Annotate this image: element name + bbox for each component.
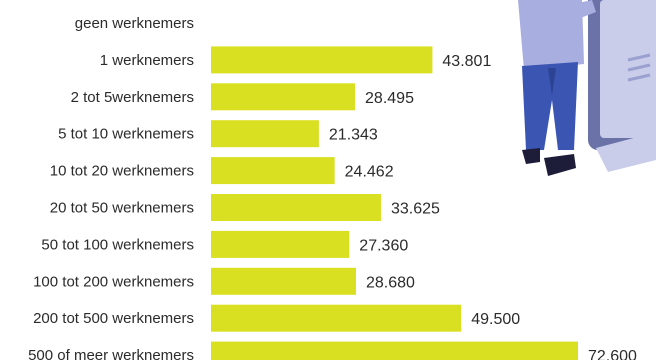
value-label: 33.625 (391, 201, 440, 218)
value-label: 24.462 (345, 164, 394, 181)
value-label: 28.495 (365, 90, 414, 107)
category-label: geen werknemers (75, 15, 194, 32)
category-label: 200 tot 500 werknemers (33, 310, 194, 327)
bar (211, 83, 356, 111)
value-label: 72.600 (588, 348, 637, 360)
bar (211, 341, 578, 360)
category-label: 1 werknemers (100, 52, 194, 69)
person-with-tablet-illustration (518, 0, 656, 176)
value-label: 27.360 (359, 237, 408, 254)
category-label: 20 tot 50 werknemers (50, 200, 194, 217)
category-label: 50 tot 100 werknemers (41, 236, 194, 253)
bar (211, 120, 319, 148)
value-label: 28.680 (366, 274, 415, 291)
value-label: 49.500 (471, 311, 520, 328)
value-label: 43.801 (442, 53, 491, 70)
bar (211, 304, 462, 332)
value-label: 21.343 (329, 127, 378, 144)
category-label: 10 tot 20 werknemers (50, 163, 194, 180)
bar (211, 157, 335, 185)
bar (211, 194, 381, 221)
category-label: 2 tot 5werknemers (71, 89, 194, 106)
tablet-device (588, 0, 656, 172)
category-label: 100 tot 200 werknemers (33, 273, 194, 290)
bar (211, 46, 433, 74)
bar (211, 267, 356, 295)
bar (211, 230, 350, 258)
person-figure (518, 0, 596, 176)
category-label: 5 tot 10 werknemers (58, 126, 194, 143)
category-label: 500 of meer werknemers (28, 347, 194, 360)
